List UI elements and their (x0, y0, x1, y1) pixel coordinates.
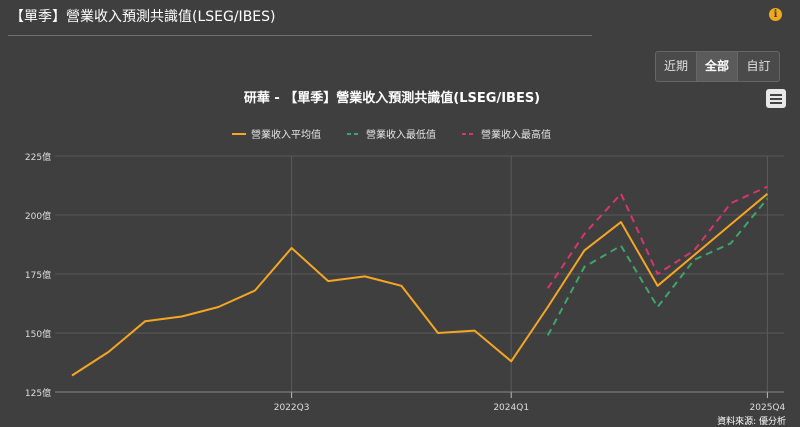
header-divider (8, 35, 592, 36)
range-button-recent[interactable]: 近期 (656, 52, 697, 81)
hamburger-menu-icon[interactable] (766, 89, 786, 108)
series-line-1 (71, 193, 769, 377)
info-icon[interactable]: i (769, 8, 782, 21)
y-tick-label: 225億 (25, 151, 51, 163)
x-tick-label: 2024Q1 (493, 403, 529, 413)
range-button-all[interactable]: 全部 (697, 52, 738, 81)
y-tick-label: 150億 (25, 328, 51, 340)
series-line-3 (546, 185, 768, 289)
y-tick-label: 125億 (25, 387, 51, 399)
y-tick-label: 175億 (25, 269, 51, 281)
range-button-custom[interactable]: 自訂 (746, 59, 771, 73)
series-line-2 (546, 197, 769, 336)
y-tick-label: 200億 (25, 210, 51, 222)
x-tick-label: 2025Q4 (750, 403, 786, 413)
legend-label: 營業收入平均值 (251, 128, 321, 141)
data-source-note: 資料來源: 優分析 (717, 417, 786, 427)
legend-label: 營業收入最高值 (481, 128, 551, 141)
range-selector: 近期 全部 自訂 (655, 51, 780, 82)
page-title: 【單季】營業收入預測共識值(LSEG/IBES) (10, 9, 276, 25)
x-tick-label: 2022Q3 (274, 403, 310, 413)
chart-title: 研華 - 【單季】營業收入預測共識值(LSEG/IBES) (244, 90, 540, 106)
legend-label: 營業收入最低值 (366, 128, 436, 141)
